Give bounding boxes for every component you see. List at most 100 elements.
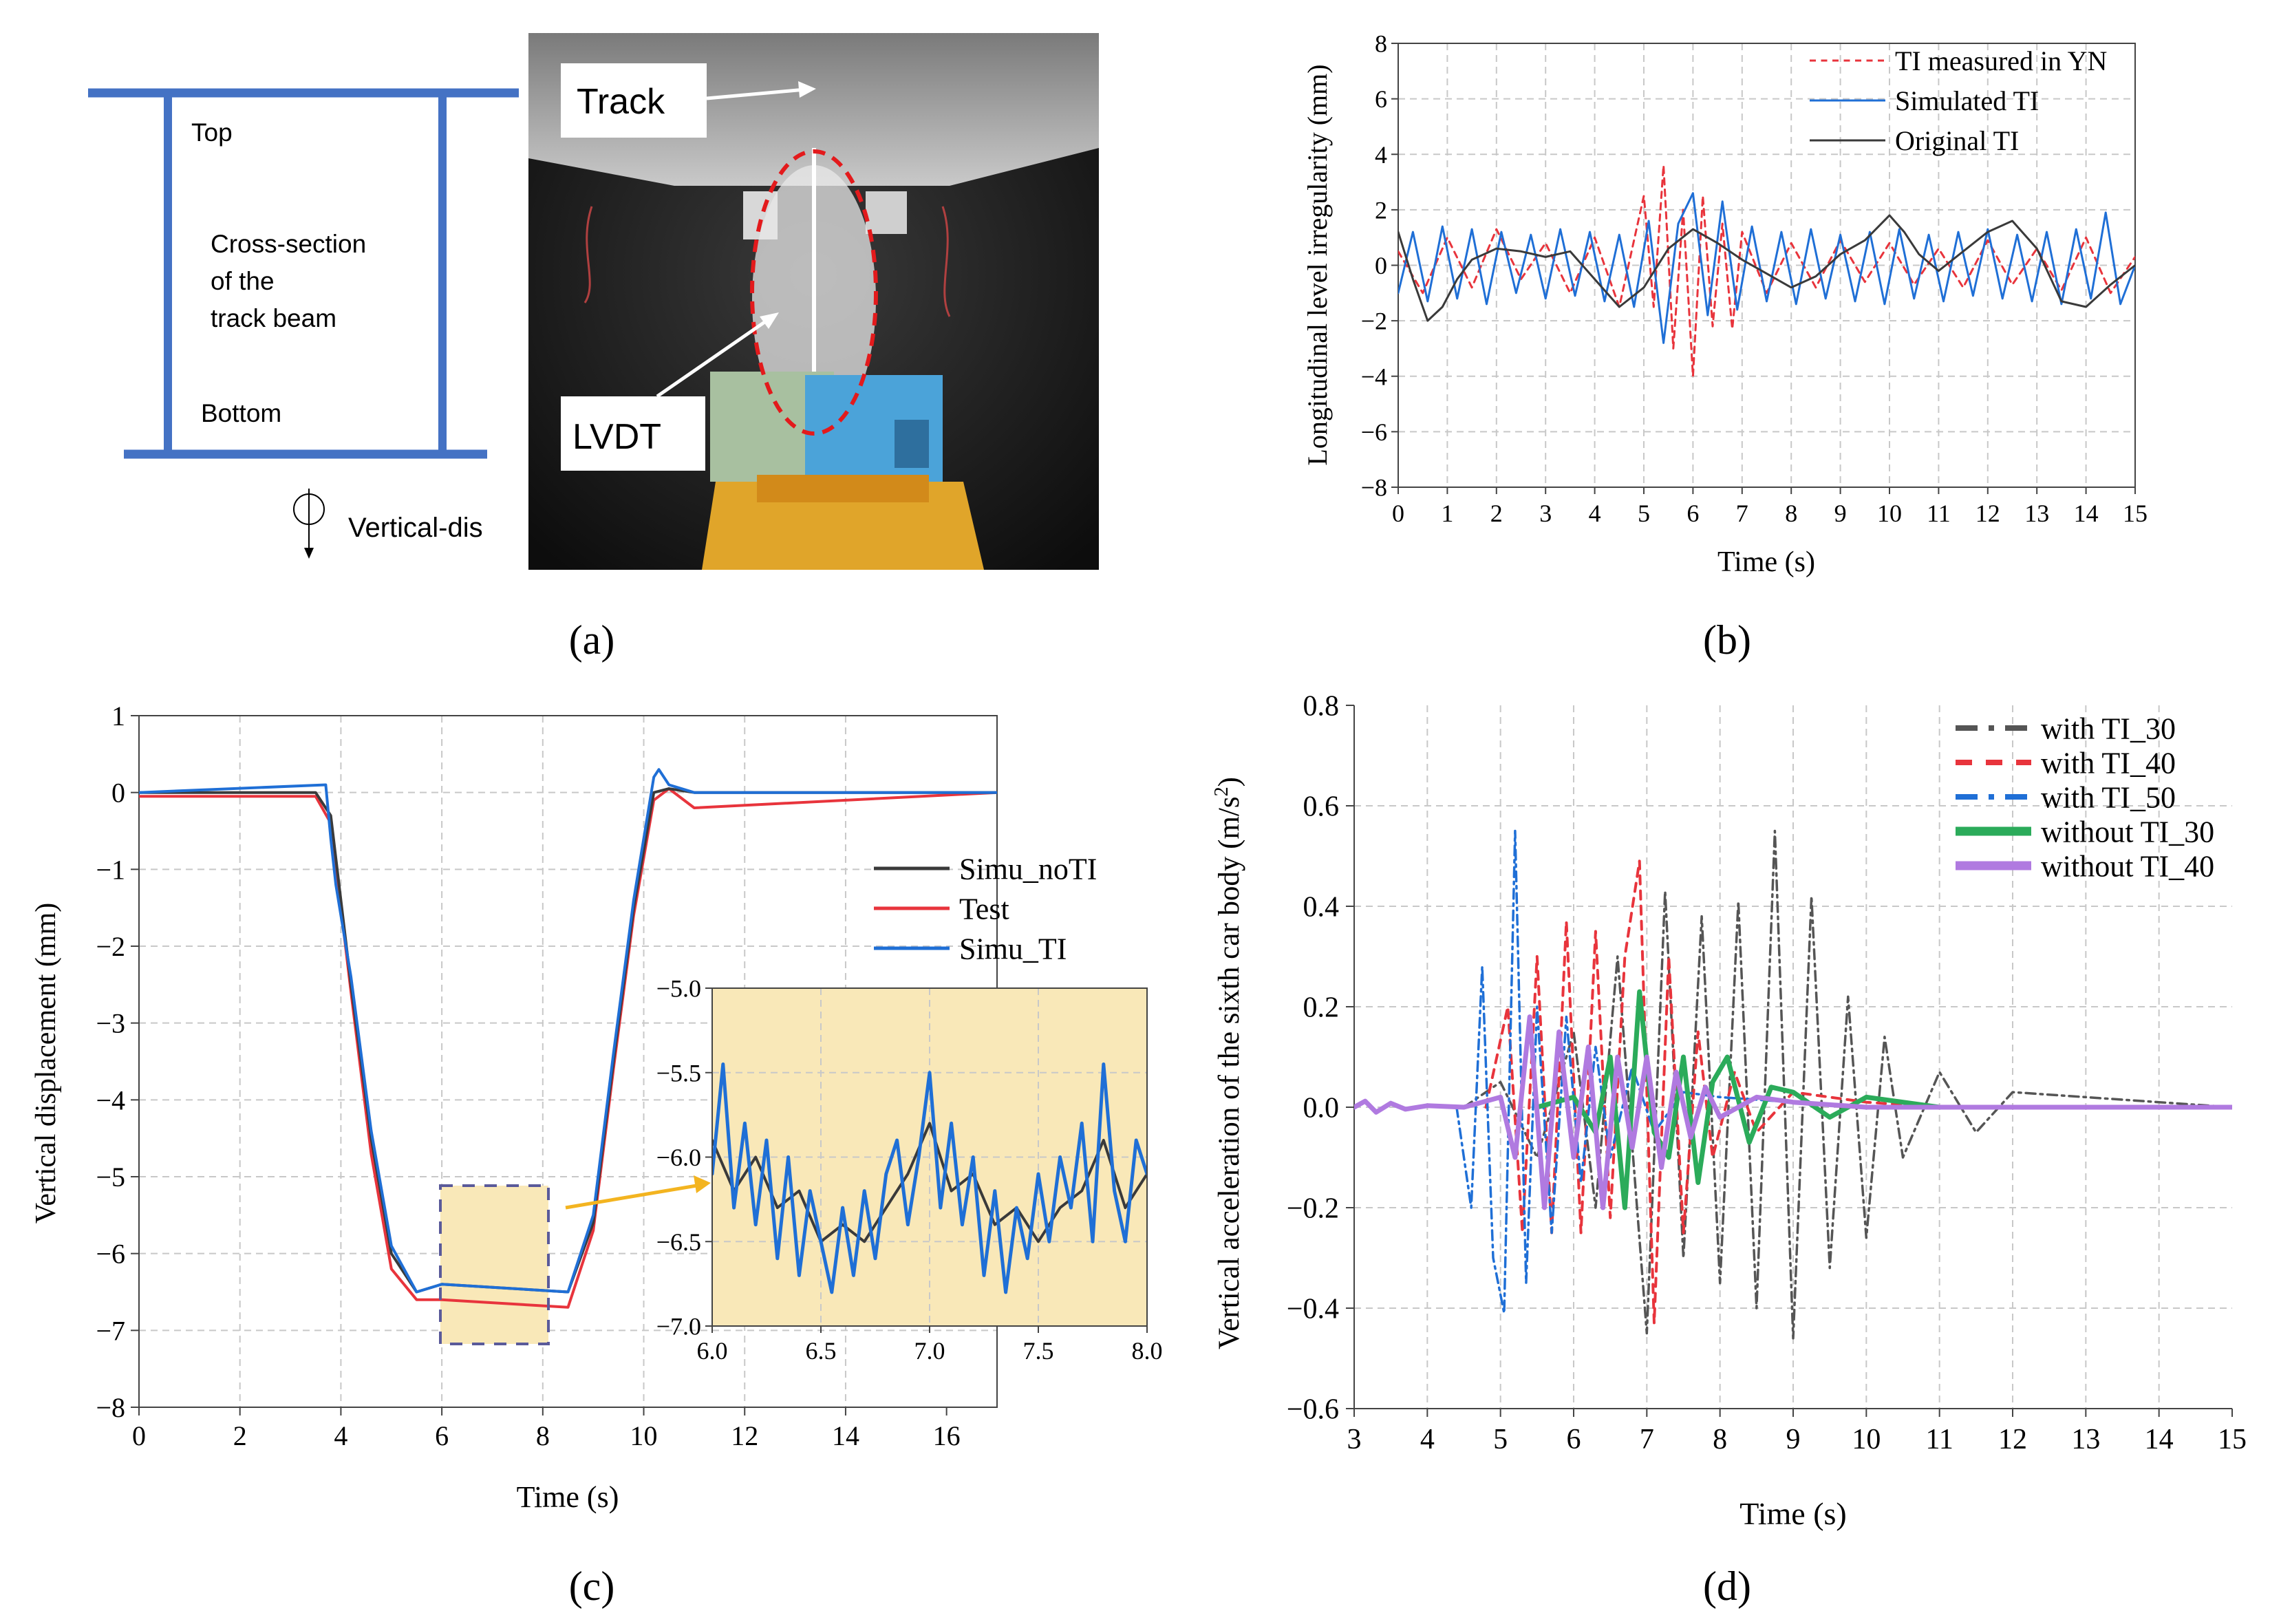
b-ytick-label-3: 2 [1375, 196, 1387, 224]
c-xtick-label-8: 16 [933, 1420, 961, 1451]
c-xtick-label-3: 6 [435, 1420, 449, 1451]
ci-xtick-label-1: 6.5 [806, 1337, 837, 1365]
c-xtick-label-2: 4 [334, 1420, 347, 1451]
d-ylabel: Vertical acceleration of the sixth car b… [1211, 777, 1245, 1349]
d-ylabel-end: ) [1213, 777, 1245, 787]
ci-ytick-label-0: −5.0 [656, 975, 701, 1003]
b-xtick-label-8: 8 [1785, 500, 1797, 527]
b-xtick-label-7: 7 [1736, 500, 1748, 527]
photo-track-arrow [706, 87, 806, 100]
photo-lvdt-arrow [656, 316, 772, 398]
c-inset-ticks: 6.0 6.5 7.0 7.5 8.0 −5.0 −5.5 −6.0 −6.5 −7.0 [656, 975, 1163, 1365]
b-xtick-label-12: 12 [1975, 500, 2000, 527]
d-xtick-label-5: 8 [1713, 1424, 1727, 1455]
d-ytick-label-1: 0.6 [1303, 791, 1340, 823]
lvdt-photo: Track LVDT [528, 33, 1099, 570]
d-xtick-label-3: 6 [1567, 1424, 1581, 1455]
b-xtick-label-5: 5 [1638, 500, 1650, 527]
d-xtick-label-8: 11 [1925, 1424, 1953, 1455]
photo-wire-left [583, 206, 593, 303]
b-legend: TI measured in YN Simulated TI Original TI [1810, 45, 2107, 156]
photo-bracket-right [866, 191, 907, 234]
b-ytick-label-1: 6 [1375, 85, 1387, 113]
d-xtick-label-4: 7 [1640, 1424, 1654, 1455]
d-legend-label-0: with TI_30 [2041, 712, 2176, 745]
b-ylabel: Longitudinal level irregularity (mm) [1302, 64, 1333, 465]
panel-b-label: (b) [1703, 617, 1751, 663]
b-ytick-label-4: 0 [1375, 252, 1387, 279]
ci-xtick-label-0: 6.0 [697, 1337, 728, 1365]
b-legend-label-2: Original TI [1895, 125, 2019, 156]
ci-ytick-label-1: −5.5 [656, 1059, 701, 1087]
diagram-cross-section-line2: of the [211, 267, 275, 295]
ci-ytick-label-3: −6.5 [656, 1228, 701, 1256]
c-zoom-region [440, 1186, 548, 1344]
photo-lvdt-arrowhead [760, 312, 779, 329]
c-inset-series-simu-ti [712, 1062, 1147, 1294]
d-xtick-label-10: 13 [2071, 1424, 2100, 1455]
photo-lvdt-label-box [561, 396, 705, 471]
c-ytick-label-3: −2 [96, 931, 125, 962]
b-series-0 [1398, 164, 2135, 378]
panel-d: 3 4 5 6 7 8 9 10 11 12 13 14 15 0.8 0.6 0.4 0.2 0.0 −0.2 −0… [1211, 691, 2247, 1609]
d-ylabel-superscript: 2 [1211, 787, 1232, 796]
c-xtick-label-5: 10 [630, 1420, 658, 1451]
c-xtick-label-0: 0 [132, 1420, 146, 1451]
d-ytick-label-0: 0.8 [1303, 691, 1340, 723]
photo-tripod-head [757, 475, 929, 502]
c-xtick-label-4: 8 [536, 1420, 550, 1451]
panel-a-label: (a) [569, 617, 615, 663]
c-ytick-label-5: −4 [96, 1085, 125, 1115]
c-inset-series-layer [712, 1062, 1147, 1294]
b-series-2 [1398, 214, 2135, 322]
c-xlabel: Time (s) [517, 1480, 619, 1514]
d-xtick-label-2: 5 [1493, 1424, 1508, 1455]
photo-wire-right [941, 206, 951, 317]
c-ytick-label-1: 0 [111, 778, 125, 809]
c-ytick-label-2: −1 [96, 854, 125, 885]
photo-tripod [702, 482, 984, 570]
diagram-cross-section-line3: track beam [211, 304, 336, 332]
c-legend-label-0: Simu_noTI [959, 852, 1097, 886]
diagram-cross-section-line1: Cross-section [211, 230, 366, 258]
d-xtick-label-6: 9 [1786, 1424, 1801, 1455]
d-axis-ticks: 3 4 5 6 7 8 9 10 11 12 13 14 15 0.8 0.6 0.4 0.2 0.0 −0.2 −0… [1287, 691, 2247, 1455]
photo-blue-box-knob [895, 420, 929, 468]
diagram-bottom-label: Bottom [201, 399, 281, 427]
d-xtick-label-9: 12 [1998, 1424, 2027, 1455]
b-xlabel: Time (s) [1717, 546, 1815, 578]
c-series-layer [139, 768, 997, 1309]
b-xtick-label-15: 15 [2123, 500, 2148, 527]
ci-xtick-label-2: 7.0 [914, 1337, 945, 1365]
c-legend-label-2: Simu_TI [959, 932, 1067, 965]
photo-track-label-box [561, 63, 707, 138]
ci-ytick-label-4: −7.0 [656, 1313, 701, 1340]
d-xtick-label-11: 14 [2145, 1424, 2174, 1455]
c-ytick-label-6: −5 [96, 1162, 125, 1193]
d-legend-label-3: without TI_30 [2041, 815, 2214, 848]
d-legend-label-1: with TI_40 [2041, 746, 2176, 780]
b-legend-label-0: TI measured in YN [1895, 45, 2107, 76]
ci-xtick-label-3: 7.5 [1023, 1337, 1054, 1365]
d-xlabel: Time (s) [1739, 1496, 1847, 1531]
b-ytick-label-8: −8 [1361, 474, 1387, 502]
c-zoom-arrow [565, 1183, 701, 1210]
photo-lvdt-label: LVDT [572, 417, 661, 457]
b-legend-label-1: Simulated TI [1895, 85, 2039, 116]
c-zoom-arrowhead [694, 1175, 711, 1193]
b-xtick-label-1: 1 [1441, 500, 1453, 527]
b-ytick-label-7: −6 [1361, 418, 1387, 446]
d-series-0 [1462, 829, 2232, 1340]
b-series-1 [1398, 192, 2135, 344]
c-ytick-label-4: −3 [96, 1008, 125, 1039]
c-zoom-region-outline [439, 1184, 550, 1345]
d-legend-label-2: with TI_50 [2041, 780, 2176, 814]
d-ytick-label-4: 0.0 [1303, 1093, 1340, 1124]
d-ytick-label-2: 0.4 [1303, 892, 1340, 923]
ci-ytick-label-2: −6.0 [656, 1144, 701, 1171]
d-series-1 [1484, 859, 2232, 1325]
